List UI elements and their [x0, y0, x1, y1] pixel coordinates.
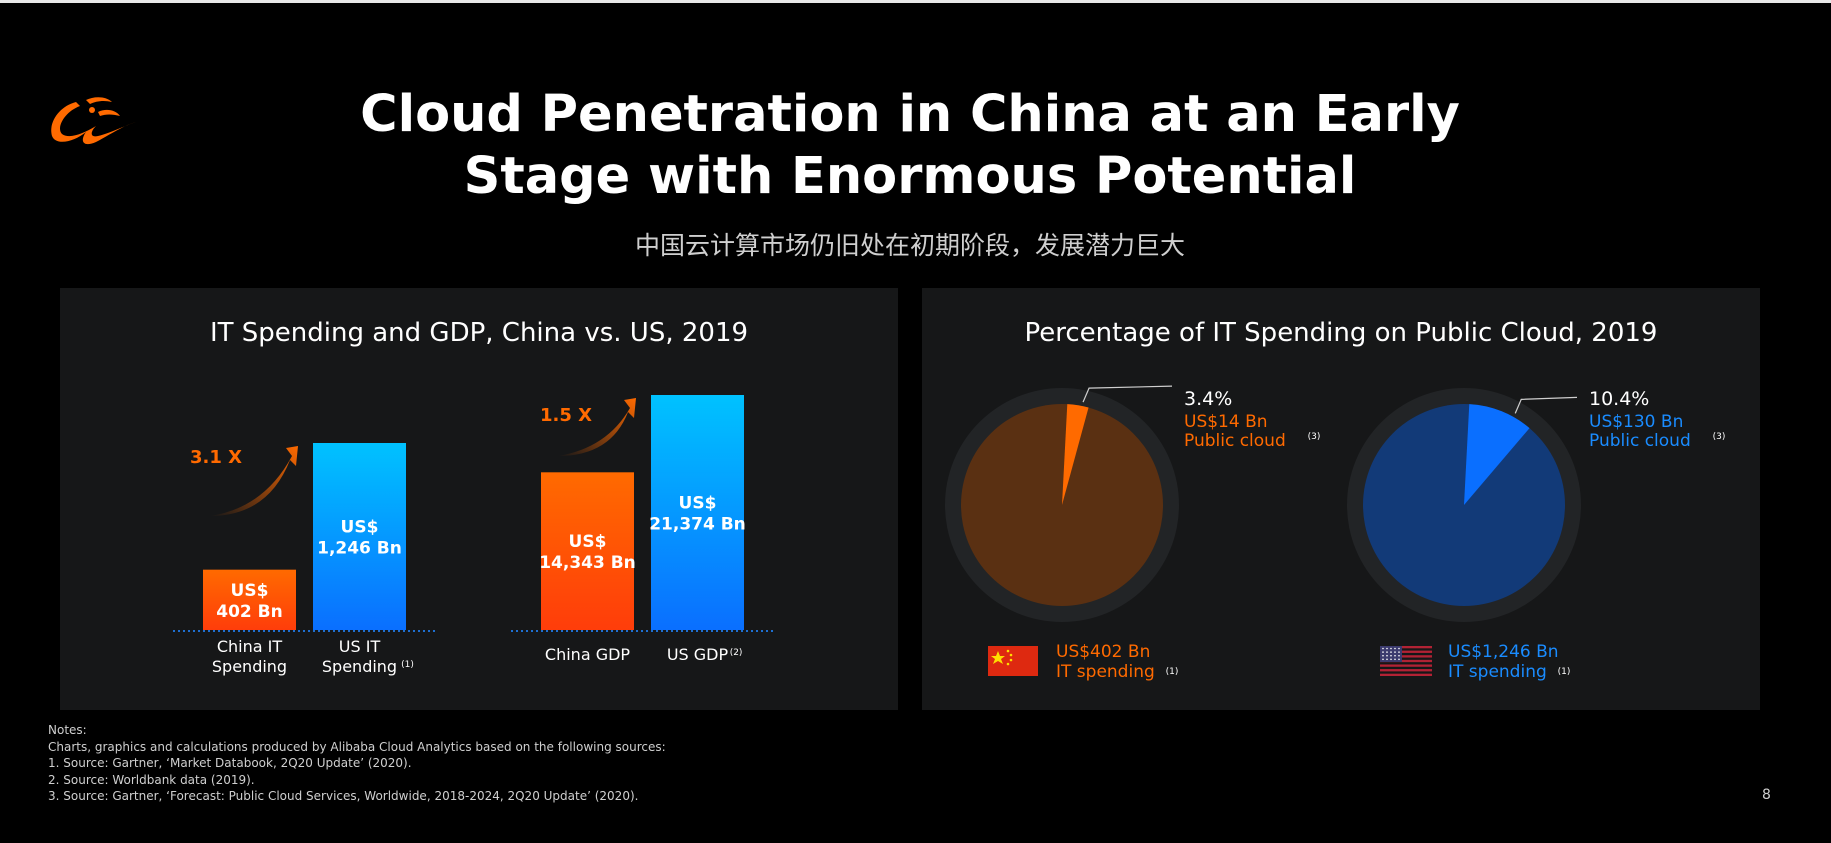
bar: [651, 395, 744, 630]
us-flag-star: [1390, 651, 1392, 653]
notes-item: 2. Source: Worldbank data (2019).: [48, 772, 255, 787]
bar-category-label: Spending: [322, 657, 397, 676]
notes-item: 3. Source: Gartner, ‘Forecast: Public Cl…: [48, 789, 639, 803]
us-flag-star: [1394, 654, 1396, 657]
us-flag-star: [1382, 654, 1384, 657]
us-flag-stripe: [1380, 669, 1432, 672]
us-flag-star: [1398, 647, 1400, 650]
growth-arrow-icon: [210, 446, 298, 516]
page-number: 8: [1762, 787, 1771, 803]
china-flag-small-star: [1009, 653, 1013, 657]
notes-intro: Charts, graphics and calculations produc…: [48, 739, 666, 754]
footnote-marker: (3): [1713, 432, 1726, 442]
bar-category-label: China IT: [217, 637, 283, 656]
bar-category-label: US GDP: [667, 645, 729, 664]
us-flag-star: [1394, 647, 1396, 650]
bar-value-label: US$: [569, 532, 607, 552]
us-flag-star: [1386, 654, 1388, 657]
pie-cloud-value: US$14 Bn: [1184, 412, 1268, 432]
us-flag-star: [1390, 654, 1392, 657]
us-flag-star: [1386, 647, 1388, 650]
multiplier-label: 3.1 X: [190, 447, 242, 468]
page-title: Cloud Penetration in China at an Early S…: [300, 84, 1520, 208]
us-flag-star: [1390, 658, 1392, 661]
notes-item: 1. Source: Gartner, ‘Market Databook, 2Q…: [48, 756, 412, 770]
pie-percent-label: 3.4%: [1184, 388, 1232, 410]
pie-cloud-value: US$130 Bn: [1589, 412, 1683, 432]
bar-category-label: US IT: [339, 637, 381, 656]
china-flag-star: [991, 651, 1005, 664]
us-flag-stripe: [1380, 664, 1432, 667]
us-flag-stripe: [1380, 650, 1432, 653]
multiplier-label: 1.5 X: [540, 405, 592, 426]
bar-value-label: US$: [679, 494, 717, 514]
bar-value-label: 21,374 Bn: [649, 515, 746, 535]
top-rule: [0, 0, 1831, 3]
pie-cloud-label: Public cloud: [1184, 431, 1286, 451]
bar-value-label: 1,246 Bn: [317, 539, 402, 559]
bar-value-label: 14,343 Bn: [539, 553, 636, 573]
title-line-1: Cloud Penetration in China at an Early: [360, 85, 1460, 144]
bar: [203, 569, 296, 630]
us-flag-stripe: [1380, 655, 1432, 658]
footnote-marker: (1): [1166, 667, 1179, 677]
footnote-marker: (1): [401, 660, 414, 670]
it-spending-gdp-panel: IT Spending and GDP, China vs. US, 2019 …: [60, 288, 898, 710]
china-flag-small-star: [1009, 658, 1013, 662]
us-flag-star: [1382, 651, 1384, 653]
page-subtitle-chinese: 中国云计算市场仍旧处在初期阶段，发展潜力巨大: [634, 231, 1185, 260]
public-cloud-panel: Percentage of IT Spending on Public Clou…: [922, 288, 1760, 710]
bar: [541, 472, 634, 630]
bar: [313, 443, 406, 630]
notes-section: Notes: Charts, graphics and calculations…: [48, 722, 666, 805]
us-flag-star: [1398, 654, 1400, 657]
us-flag-star: [1398, 658, 1400, 661]
bar-value-label: 402 Bn: [216, 602, 282, 622]
us-flag-star: [1386, 658, 1388, 661]
bar-value-label: US$: [341, 518, 379, 538]
us-flag-star: [1386, 651, 1388, 653]
us-flag-star: [1382, 647, 1384, 650]
china-flag-icon: [988, 646, 1038, 676]
us-flag-star: [1382, 658, 1384, 661]
pie-total-label: IT spending: [1056, 662, 1155, 682]
bar-chart-title: IT Spending and GDP, China vs. US, 2019: [209, 318, 749, 348]
us-flag-star: [1394, 658, 1396, 661]
us-flag-stripe: [1380, 646, 1432, 649]
footnote-marker: (2): [730, 648, 743, 658]
us-flag-star: [1390, 647, 1392, 650]
china-flag-small-star: [1006, 649, 1010, 653]
leader-line: [1082, 385, 1173, 403]
pie-total-label: IT spending: [1448, 662, 1547, 682]
pie-total-value: US$402 Bn: [1056, 642, 1150, 662]
us-flag-star: [1398, 651, 1400, 653]
pie-slice-public-cloud: [1464, 404, 1530, 505]
us-flag-canton: [1380, 646, 1402, 662]
footnote-marker: (3): [1308, 432, 1321, 442]
us-flag-star: [1394, 651, 1396, 653]
pie-percent-label: 10.4%: [1589, 388, 1649, 410]
us-flag-stripe: [1380, 673, 1432, 676]
bar-category-label: Spending: [212, 657, 287, 676]
us-flag-stripe: [1380, 659, 1432, 663]
bar-category-label: China GDP: [545, 645, 631, 664]
china-flag-small-star: [1006, 662, 1010, 666]
alibaba-logo-icon: [51, 97, 136, 145]
title-line-2: Stage with Enormous Potential: [463, 147, 1357, 206]
us-flag-icon: [1380, 646, 1432, 676]
pie-slice-public-cloud: [1062, 404, 1089, 505]
footnote-marker: (1): [1558, 667, 1571, 677]
pie-cloud-label: Public cloud: [1589, 431, 1691, 451]
leader-line: [1514, 396, 1578, 414]
growth-arrow-icon: [558, 398, 636, 456]
pie-total-value: US$1,246 Bn: [1448, 642, 1559, 662]
notes-heading: Notes:: [48, 723, 87, 737]
bar-value-label: US$: [231, 581, 269, 601]
pie-chart-title: Percentage of IT Spending on Public Clou…: [1024, 318, 1658, 348]
